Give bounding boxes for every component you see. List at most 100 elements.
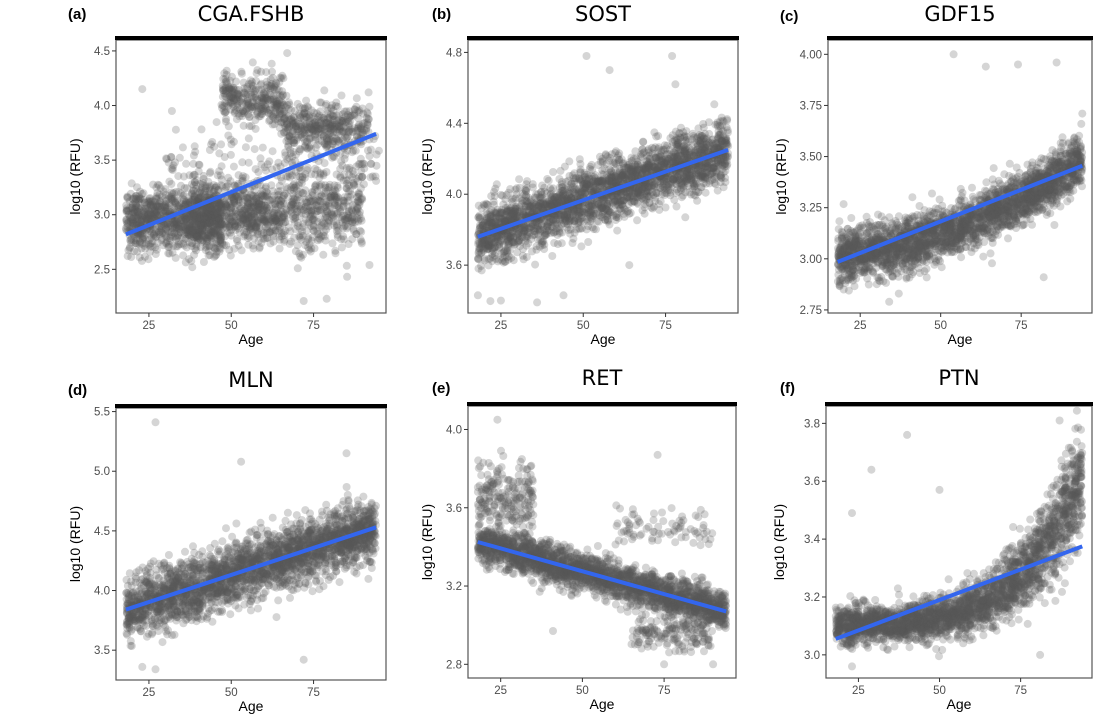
data-point [289,194,298,203]
data-point [324,222,333,231]
data-point [130,205,139,214]
data-point [250,222,259,231]
data-point [265,196,274,205]
data-point [161,207,170,216]
data-point [160,221,169,229]
data-point [138,235,147,244]
data-point [601,215,610,224]
data-point [270,208,278,217]
data-point [203,237,211,246]
data-point [187,231,196,240]
data-point [188,212,197,221]
y-axis-title: log10 (RFU) [67,138,83,214]
data-point [122,217,131,226]
data-point [225,215,234,224]
data-point [338,128,347,137]
data-point [253,230,262,239]
data-point [198,226,207,235]
data-point [156,226,165,235]
data-point [309,214,318,223]
data-point [327,209,335,218]
data-point [129,220,138,228]
data-point [127,236,136,244]
data-point [182,243,191,252]
data-point [280,191,289,200]
data-point [205,219,214,228]
data-point [235,211,243,220]
data-point [205,219,214,228]
data-point [339,203,347,211]
data-point [212,118,221,127]
data-point [246,207,255,216]
data-point [227,140,236,149]
data-point [226,221,234,230]
data-point [200,218,209,227]
data-point [302,202,310,211]
data-point [544,176,553,185]
data-point [190,170,199,179]
data-point [133,231,142,240]
data-point [140,217,149,226]
data-point [128,203,137,212]
data-point [327,213,336,222]
data-point [194,229,203,238]
data-point [194,234,203,243]
data-point [348,217,357,226]
data-point [339,232,348,241]
data-point [291,214,300,223]
data-point [341,215,350,224]
data-point [270,209,279,218]
data-point [196,243,205,251]
data-point [131,198,140,207]
data-point [187,242,196,251]
data-point [575,155,584,164]
data-point [334,226,343,235]
data-point [294,218,302,227]
data-point [194,217,203,226]
data-point [293,207,302,216]
data-point [195,215,204,224]
data-point [206,231,214,240]
data-point [265,203,274,212]
data-point [194,213,203,222]
data-point [260,105,268,114]
data-point [310,185,319,194]
data-point [286,203,295,212]
data-point [193,211,202,220]
data-point [156,210,165,219]
data-point [198,183,206,192]
data-point [214,220,223,229]
data-point [229,85,238,94]
data-point [292,186,301,195]
data-point [322,187,330,196]
data-point [188,239,196,248]
data-point [343,179,352,188]
data-point [299,189,308,198]
data-point [135,195,144,204]
data-point [215,202,224,211]
data-point [246,76,255,85]
data-point [291,225,300,234]
data-point [253,101,262,110]
data-point [127,215,136,224]
data-point [150,209,159,218]
data-point [211,183,220,192]
data-point [222,202,231,211]
data-point [136,218,145,227]
data-point [203,210,212,219]
data-point [206,233,214,241]
data-point [145,195,154,203]
data-point [244,203,253,212]
data-point [136,187,145,196]
data-point [197,229,206,238]
data-point [152,209,160,218]
data-point [127,179,136,188]
data-point [164,223,173,232]
data-point [205,209,214,218]
data-point [357,227,366,236]
data-point [207,228,215,237]
data-point [301,186,310,195]
data-point [241,205,250,213]
data-point [274,187,283,196]
data-point [326,193,335,202]
